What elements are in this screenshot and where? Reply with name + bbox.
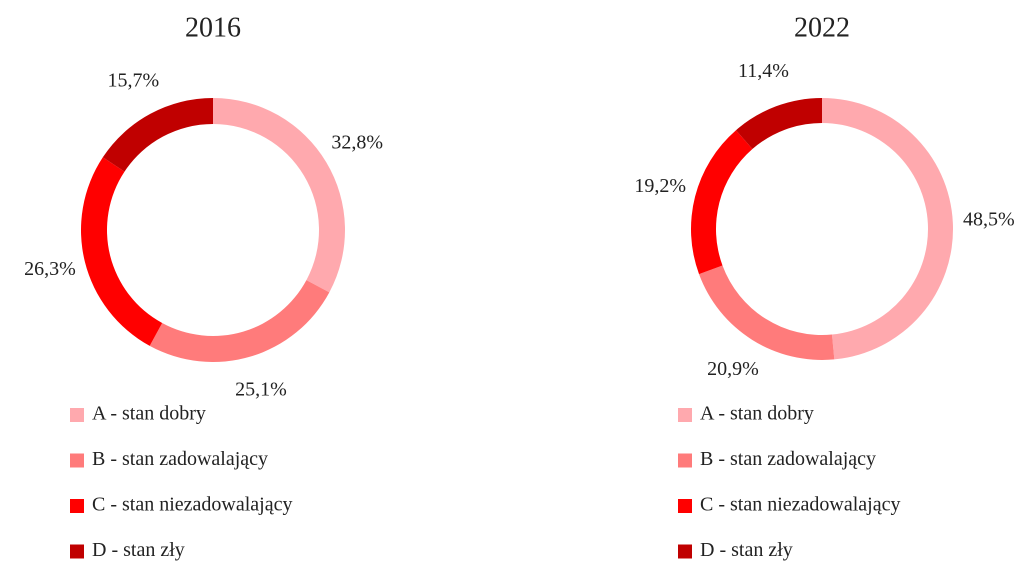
donut-segment — [80, 157, 163, 346]
legend-swatch — [678, 453, 692, 468]
chart-title: 2022 — [794, 12, 850, 43]
data-label: 26,3% — [24, 258, 76, 280]
legend-label: B - stan zadowalający — [700, 448, 876, 470]
legend-label: C - stan niezadowalający — [92, 494, 292, 516]
data-label: 11,4% — [738, 60, 789, 82]
data-label: 48,5% — [963, 209, 1015, 231]
legend-label: B - stan zadowalający — [92, 448, 268, 470]
legend-label: D - stan zły — [700, 539, 793, 561]
legend-label: C - stan niezadowalający — [700, 494, 900, 516]
donut-segment — [735, 98, 822, 150]
legend-label: A - stan dobry — [92, 403, 206, 425]
data-label: 19,2% — [634, 175, 686, 197]
chart-title: 2016 — [185, 12, 241, 43]
donut-segment — [102, 98, 213, 172]
data-label: 32,8% — [331, 131, 383, 153]
data-label: 25,1% — [235, 379, 287, 401]
donut-segment — [213, 98, 345, 293]
legend-swatch — [70, 544, 84, 559]
legend-swatch — [70, 408, 84, 422]
donut-segment — [822, 98, 953, 360]
legend-swatch — [678, 499, 692, 513]
donut-segment — [699, 265, 835, 360]
legend-label: A - stan dobry — [700, 403, 814, 425]
legend-label: D - stan zły — [92, 539, 185, 561]
legend-swatch — [678, 544, 692, 559]
donut-segment — [690, 130, 753, 275]
donut-segment — [149, 280, 330, 363]
data-label: 20,9% — [707, 358, 759, 380]
legend-swatch — [70, 499, 84, 513]
data-label: 15,7% — [108, 70, 160, 92]
legend-swatch — [70, 453, 84, 468]
legend-swatch — [678, 408, 692, 422]
